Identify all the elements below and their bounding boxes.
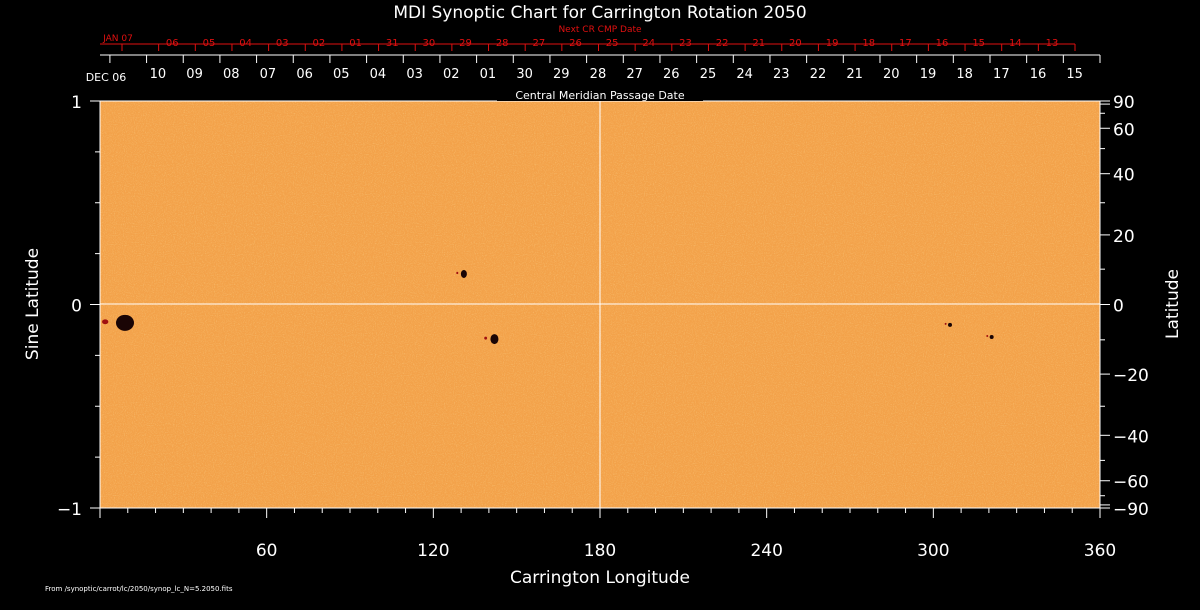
y-right-tick-label: 90 [1113,93,1135,113]
cmp-date-label: 07 [260,67,277,82]
cmp-date-label: 16 [1030,67,1047,82]
sunspot-fragment [944,322,947,325]
sunspot [460,269,467,278]
cmp-date-label: 25 [700,67,717,82]
x-tick-label: 120 [417,541,449,561]
cmp-date-label: 02 [443,67,460,82]
cmp-axis-label-box [497,89,703,101]
cmp-date-label: 09 [186,67,203,82]
sunspot [948,322,952,327]
y-right-tick-label: −90 [1113,500,1149,520]
y-right-tick-label: −40 [1113,427,1149,447]
cmp-date-label: 22 [810,67,827,82]
cmp-date-label: 08 [223,67,240,82]
x-axis-label: Carrington Longitude [510,568,690,588]
x-tick-label: 180 [584,541,616,561]
cmp-date-label: 03 [406,67,423,82]
sunspot-fragment [102,319,109,325]
cmp-date-label: 28 [590,67,607,82]
sunspot-fragment [484,336,488,340]
cmp-date-label: 19 [920,67,937,82]
next-cr-start-label: JAN 07 [102,34,133,44]
cmp-date-label: 29 [553,67,570,82]
cmp-date-label: 04 [370,67,387,82]
y-right-tick-label: 20 [1113,227,1135,247]
cmp-date-label: 21 [846,67,863,82]
x-tick-label: 300 [917,541,949,561]
cmp-date-label: 05 [333,67,350,82]
cmp-date-label: 10 [150,67,167,82]
sunspot [490,334,499,345]
sunspot [116,314,134,331]
cmp-date-label: 27 [626,67,643,82]
sunspot [989,335,994,340]
y-right-tick-label: −60 [1113,473,1149,493]
cmp-date-label: 30 [516,67,533,82]
chart-title: MDI Synoptic Chart for Carrington Rotati… [393,3,806,23]
cmp-date-label: 24 [736,67,753,82]
cmp-date-label: 26 [663,67,680,82]
sunspot-fragment [456,271,459,275]
cmp-date-label: 06 [296,67,313,82]
cmp-date-label: 18 [956,67,973,82]
y-right-tick-label: 40 [1113,166,1135,186]
y-right-tick-label: 0 [1113,297,1124,317]
x-tick-label: 60 [256,541,278,561]
cmp-axis-label: Central Meridian Passage Date [515,89,684,102]
cmp-date-label: 15 [1066,67,1083,82]
cmp-start-label: DEC 06 [86,71,127,84]
source-footnote: From /synoptic/carrot/lc/2050/synop_lc_N… [45,585,233,593]
cmp-date-label: 23 [773,67,790,82]
cmp-date-label: 01 [480,67,497,82]
y-axis-right-label: Latitude [1163,269,1183,339]
cmp-date-label: 17 [993,67,1010,82]
y-left-tick-label: −1 [57,500,82,520]
x-tick-label: 240 [750,541,782,561]
cmp-date-label: 20 [883,67,900,82]
sunspot-fragment [986,335,989,338]
axis-ticks [90,44,1110,518]
y-right-tick-label: −20 [1113,366,1149,386]
y-axis-left-label: Sine Latitude [23,248,43,360]
next-cr-label: Next CR CMP Date [558,25,642,35]
sunspot-layer [102,269,994,345]
y-right-tick-label: 60 [1113,120,1135,140]
x-tick-label: 360 [1084,541,1116,561]
y-left-tick-label: 1 [71,93,82,113]
y-left-tick-label: 0 [71,297,82,317]
